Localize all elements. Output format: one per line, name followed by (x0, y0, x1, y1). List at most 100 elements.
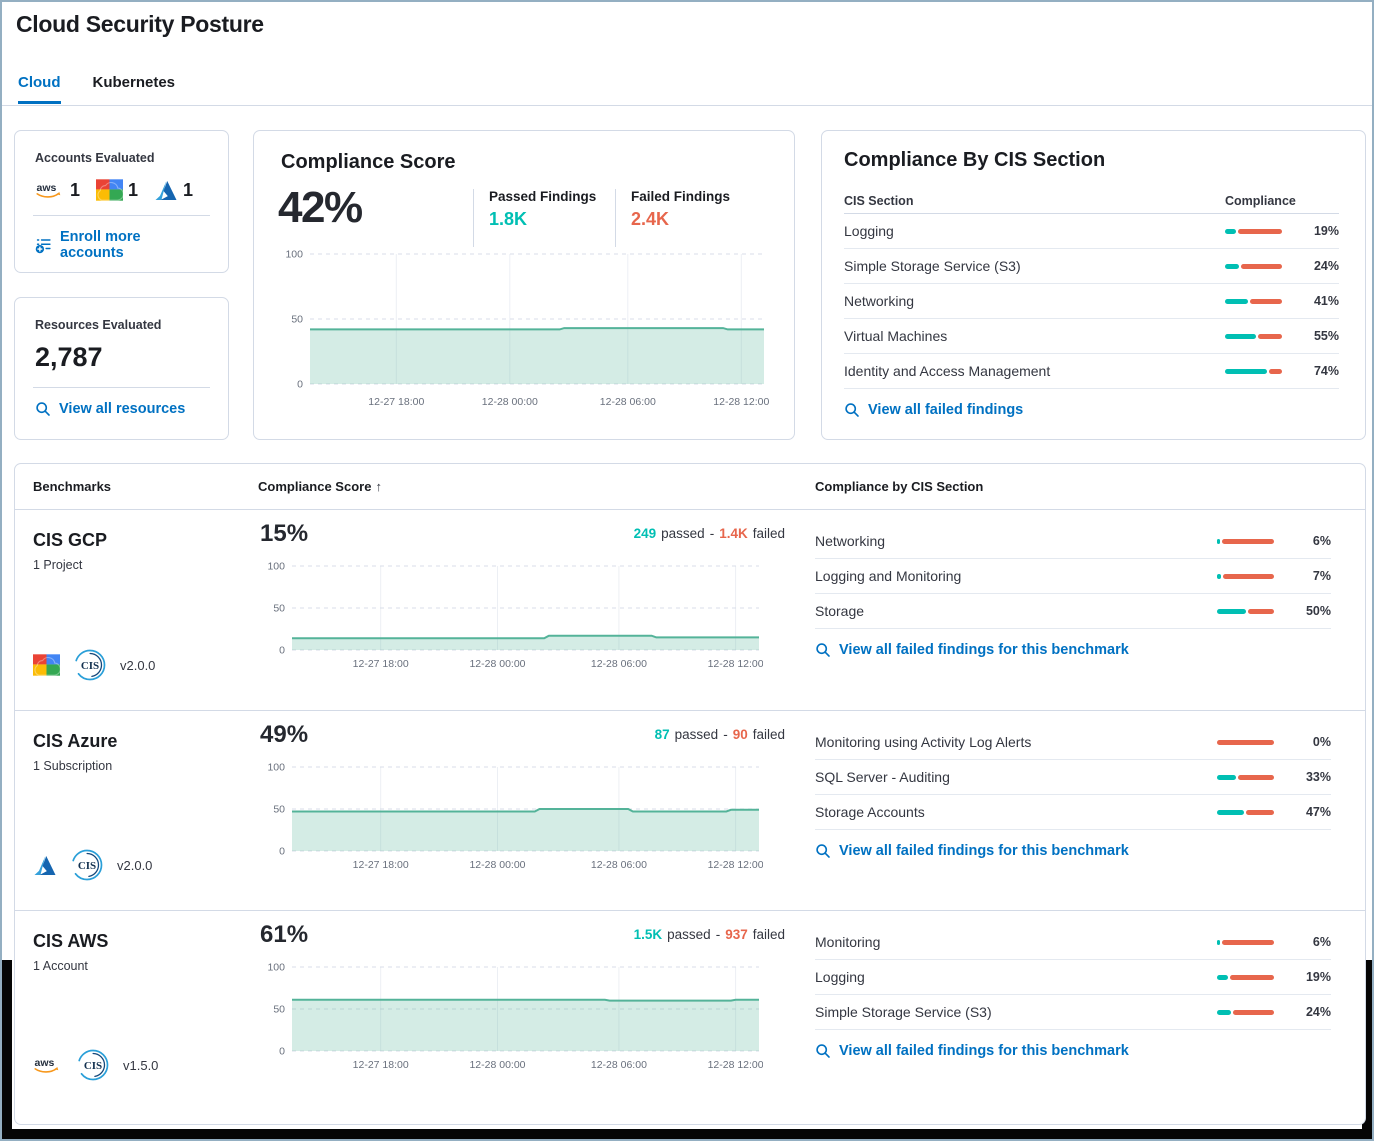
svg-text:50: 50 (291, 314, 303, 326)
svg-text:50: 50 (273, 603, 285, 615)
tabbar-divider (2, 105, 1372, 106)
view-benchmark-failed-findings-label: View all failed findings for this benchm… (839, 642, 1129, 658)
provider-counts: aws 1 1 1 (35, 179, 208, 201)
table-row: Storage 50% (815, 594, 1331, 629)
svg-text:12-27 18:00: 12-27 18:00 (353, 658, 409, 670)
col-compliance-score-sort[interactable]: Compliance Score ↑ (258, 479, 803, 494)
page-title: Cloud Security Posture (16, 11, 264, 37)
benchmark-row-cis-gcp: CIS GCP 1 Project CIS v2.0.0 15% (15, 510, 1365, 710)
svg-text:12-28 06:00: 12-28 06:00 (591, 658, 647, 670)
view-benchmark-failed-findings-link[interactable]: View all failed findings for this benchm… (815, 843, 1331, 859)
col-compliance-by-cis-section: Compliance by CIS Section (815, 479, 984, 494)
tab-cloud[interactable]: Cloud (18, 74, 61, 104)
benchmark-version: v2.0.0 (120, 657, 156, 673)
table-row: Logging 19% (844, 214, 1339, 249)
enroll-more-accounts-link[interactable]: Enroll more accounts (35, 229, 208, 261)
table-row: Virtual Machines 55% (844, 319, 1339, 354)
cis-logo-icon: CIS (76, 1048, 110, 1082)
benchmark-score: 49% (260, 721, 309, 748)
table-row: Networking 6% (815, 524, 1331, 559)
compliance-percent: 47% (1305, 805, 1331, 819)
svg-text:CIS: CIS (84, 1060, 102, 1072)
passed-count: 249 (633, 526, 657, 541)
compliance-bar (1225, 298, 1282, 304)
search-icon (815, 1043, 831, 1059)
svg-text:12-28 06:00: 12-28 06:00 (591, 1059, 647, 1071)
col-benchmarks: Benchmarks (33, 479, 112, 494)
cis-logo-icon: CIS (73, 648, 107, 682)
failed-count: 1.4K (719, 526, 748, 541)
benchmark-scope: 1 Project (33, 558, 83, 572)
list-add-icon (35, 237, 52, 254)
compliance-bar (1217, 974, 1274, 980)
enroll-more-accounts-label: Enroll more accounts (60, 229, 141, 261)
compliance-score-value: 42% (278, 183, 363, 232)
benchmarks-table-card: Benchmarks Compliance Score ↑ Compliance … (14, 463, 1366, 1125)
svg-text:12-28 00:00: 12-28 00:00 (482, 396, 538, 408)
sort-ascending-icon: ↑ (375, 479, 382, 494)
passed-count: 1.5K (633, 927, 663, 942)
table-row: Storage Accounts 47% (815, 795, 1331, 830)
tab-kubernetes[interactable]: Kubernetes (92, 74, 176, 91)
svg-text:12-28 12:00: 12-28 12:00 (708, 859, 763, 871)
benchmark-name: CIS AWS (33, 931, 109, 951)
compliance-bar (1225, 368, 1282, 374)
aws-account-count: aws 1 (35, 180, 80, 201)
compliance-bar (1217, 538, 1274, 544)
svg-text:12-27 18:00: 12-27 18:00 (353, 859, 409, 871)
azure-logo-icon (154, 180, 178, 201)
compliance-score-title: Compliance Score (281, 151, 456, 173)
svg-text:100: 100 (285, 249, 303, 261)
benchmark-row-cis-aws: CIS AWS 1 Account aws CIS v1.5.0 61% 1.5… (15, 910, 1365, 1110)
svg-text:0: 0 (297, 379, 303, 391)
benchmark-scope: 1 Account (33, 959, 88, 973)
card-divider (33, 215, 210, 216)
cis-section-name: Logging (815, 969, 865, 985)
letterbox-bottom (2, 1129, 1372, 1139)
compliance-bar (1225, 228, 1282, 234)
benchmarks-table-header: Benchmarks Compliance Score ↑ Compliance … (15, 464, 1365, 510)
benchmark-info: CIS Azure 1 Subscription CIS v2.0.0 (15, 711, 258, 910)
benchmark-score: 15% (260, 520, 309, 547)
svg-text:12-28 12:00: 12-28 12:00 (708, 658, 763, 670)
benchmark-trend-chart: 12-27 18:00 12-28 00:00 12-28 06:00 12-28 1… (258, 560, 763, 679)
svg-text:0: 0 (279, 846, 285, 858)
col-compliance-score-label: Compliance Score (258, 479, 372, 494)
compliance-bar (1217, 573, 1274, 579)
benchmark-cis-sections: Monitoring 6% Logging 19% Simple Storage… (803, 911, 1365, 1110)
benchmark-logos: aws CIS v1.5.0 (33, 1048, 158, 1082)
benchmark-version: v2.0.0 (117, 857, 153, 873)
aws-logo-icon: aws (33, 1056, 63, 1075)
failed-count: 937 (725, 927, 748, 942)
passed-failed-summary: 1.5K passed - 937 failed (633, 927, 785, 942)
svg-text:CIS: CIS (81, 660, 99, 672)
cis-section-name: Monitoring using Activity Log Alerts (815, 734, 1032, 750)
findings-stats: Passed Findings 1.8K Failed Findings 2.4… (473, 189, 757, 247)
failed-count: 90 (732, 727, 748, 742)
compliance-bar (1217, 774, 1274, 780)
svg-text:12-28 06:00: 12-28 06:00 (600, 396, 656, 408)
svg-text:CIS: CIS (78, 860, 96, 872)
svg-text:100: 100 (267, 962, 285, 974)
compliance-bar (1225, 333, 1282, 339)
aws-count: 1 (70, 179, 81, 200)
cis-section-name: Networking (815, 533, 886, 549)
svg-text:0: 0 (279, 1046, 285, 1058)
view-benchmark-failed-findings-link[interactable]: View all failed findings for this benchm… (815, 642, 1331, 658)
view-benchmark-failed-findings-link[interactable]: View all failed findings for this benchm… (815, 1043, 1331, 1059)
compliance-percent: 6% (1312, 935, 1331, 949)
compliance-bar (1225, 263, 1282, 269)
resources-evaluated-title: Resources Evaluated (35, 318, 162, 332)
cis-logo-icon: CIS (70, 848, 104, 882)
view-all-failed-findings-link[interactable]: View all failed findings (844, 402, 1339, 418)
view-all-resources-link[interactable]: View all resources (35, 401, 208, 417)
compliance-bar (1217, 809, 1274, 815)
accounts-evaluated-title: Accounts Evaluated (35, 151, 155, 165)
gcp-account-count: 1 (96, 179, 138, 201)
compliance-percent: 24% (1305, 1005, 1331, 1019)
view-benchmark-failed-findings-label: View all failed findings for this benchm… (839, 843, 1129, 859)
search-icon (815, 843, 831, 859)
svg-text:12-28 00:00: 12-28 00:00 (469, 658, 525, 670)
azure-count: 1 (183, 179, 194, 200)
